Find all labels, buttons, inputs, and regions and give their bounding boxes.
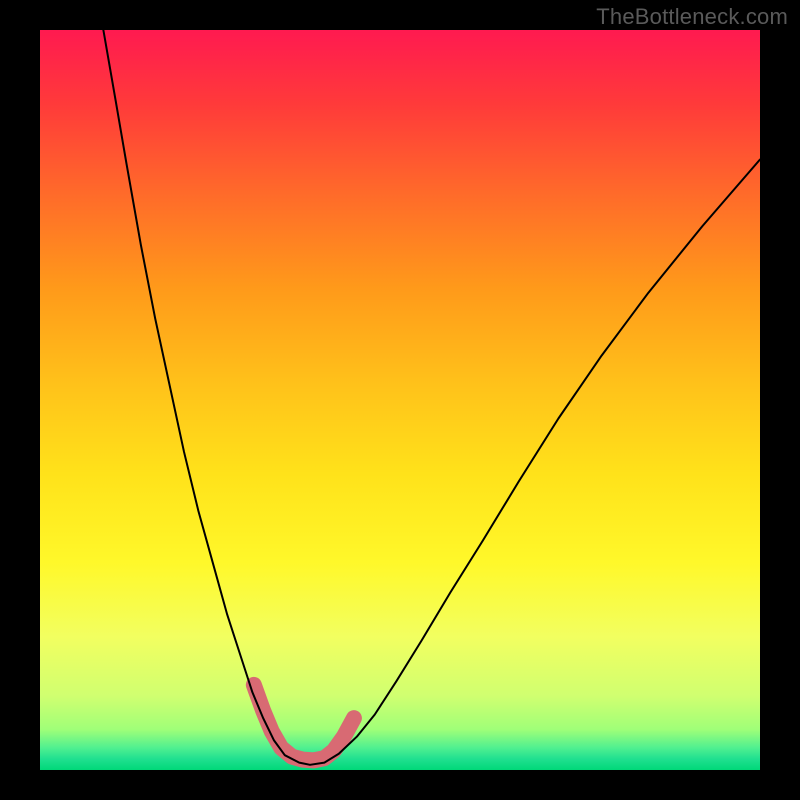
bottleneck-curve <box>103 30 760 765</box>
plot-area <box>40 30 760 770</box>
chart-curve-layer <box>40 30 760 770</box>
watermark-text: TheBottleneck.com <box>596 4 788 30</box>
highlight-segment <box>254 685 354 760</box>
